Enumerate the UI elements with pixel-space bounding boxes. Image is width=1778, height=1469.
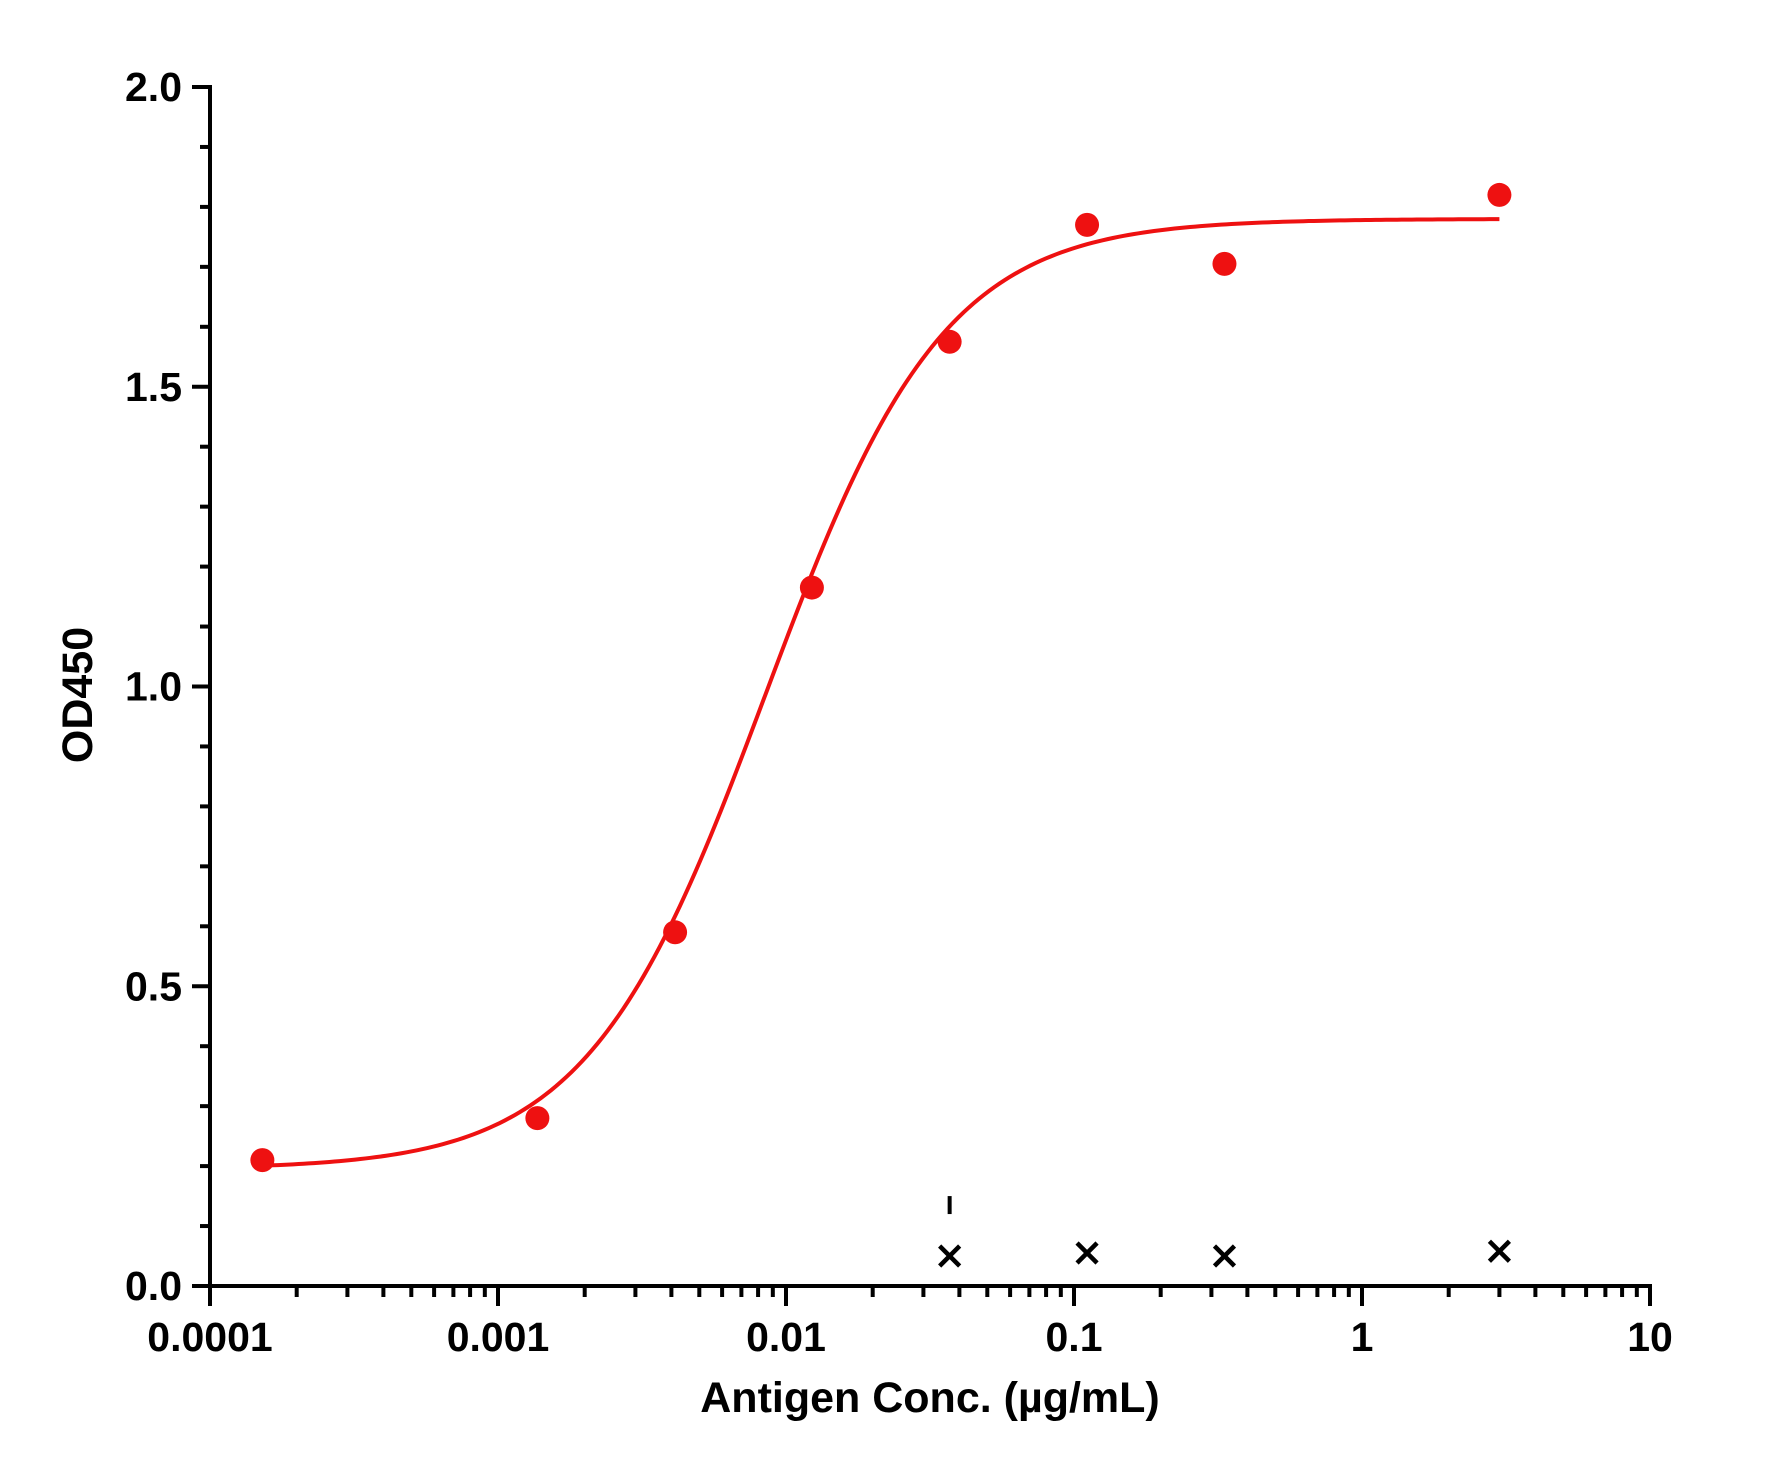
x-marker-stroke: [938, 1244, 962, 1268]
x-marker-stroke: [1487, 1239, 1512, 1263]
y-tick-label: 1.5: [125, 364, 182, 410]
data-point-x: [938, 1244, 962, 1268]
x-marker-stroke: [1212, 1244, 1237, 1268]
data-point: [663, 920, 688, 945]
data-point: [1075, 212, 1100, 237]
y-tick-label: 1.0: [125, 664, 182, 710]
y-tick-label: 2.0: [125, 64, 182, 110]
data-point-x: [1075, 1241, 1099, 1265]
x-axis-title: Antigen Conc. (µg/mL): [700, 1374, 1160, 1422]
x-tick-label: 1: [1351, 1314, 1374, 1360]
x-tick-label: 0.0001: [147, 1314, 272, 1360]
fit-curve: [262, 217, 1500, 1168]
axes: 0.0 0.5 1.0 1.5 2.0 0.0001 0.001 0.01 0.1 1 10: [125, 64, 1673, 1360]
data-point: [1487, 182, 1512, 207]
data-point: [525, 1106, 550, 1131]
data-point: [799, 575, 824, 600]
y-axis-title: OD450: [54, 627, 102, 763]
x-tick-label: 0.01: [746, 1314, 826, 1360]
data-point: [1212, 251, 1237, 276]
fit-curve-layer: [262, 217, 1500, 1168]
x-tick-label: 0.001: [447, 1314, 550, 1360]
x-tick-label: 0.1: [1046, 1314, 1103, 1360]
data-point: [250, 1148, 275, 1173]
x-tick-label: 10: [1627, 1314, 1673, 1360]
y-tick-label: 0.5: [125, 963, 182, 1009]
points-layer: [250, 182, 1512, 1268]
data-point-x: [1212, 1244, 1237, 1268]
data-point: [937, 329, 962, 354]
data-point-x: [1487, 1239, 1512, 1263]
y-tick-label: 0.0: [125, 1263, 182, 1309]
x-marker-stroke: [1075, 1241, 1099, 1265]
